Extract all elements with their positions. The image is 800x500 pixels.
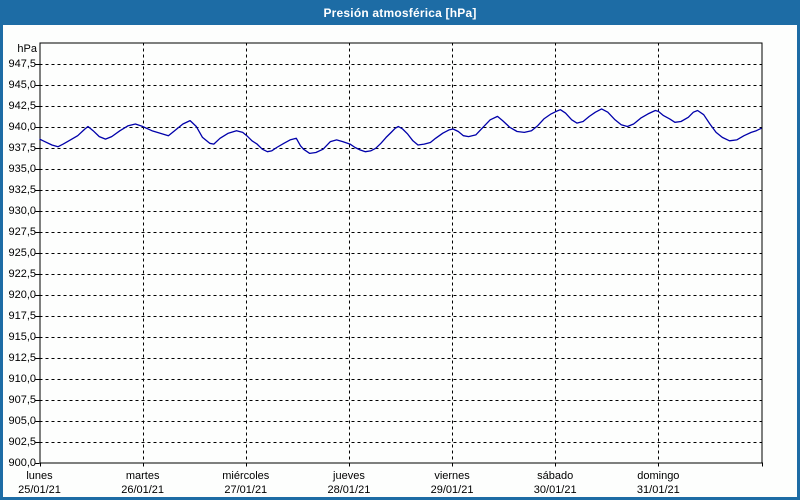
y-tick-label: 920,0 bbox=[8, 288, 36, 301]
y-tick-label: 930,0 bbox=[8, 204, 36, 217]
day-date: 25/01/21 bbox=[18, 483, 61, 496]
y-axis-unit-label: hPa bbox=[17, 43, 37, 55]
y-tick-label: 940,0 bbox=[8, 120, 36, 133]
x-day-label: domingo 31/01/21 bbox=[603, 469, 713, 497]
y-tick-label: 910,0 bbox=[8, 372, 36, 385]
day-name: sábado bbox=[537, 469, 574, 482]
y-tick-label: 917,5 bbox=[8, 309, 36, 322]
x-day-label: miércoles 27/01/21 bbox=[191, 469, 301, 497]
day-date: 31/01/21 bbox=[636, 483, 680, 496]
y-tick-label: 927,5 bbox=[8, 225, 36, 238]
day-name: domingo bbox=[637, 469, 680, 482]
day-name: viernes bbox=[434, 469, 470, 482]
y-tick-label: 947,5 bbox=[8, 57, 36, 70]
day-name: martes bbox=[125, 469, 160, 482]
title-bar: Presión atmosférica [hPa] bbox=[0, 0, 800, 25]
y-tick-label: 900,0 bbox=[8, 456, 36, 469]
y-tick-label: 912,5 bbox=[8, 351, 36, 364]
y-tick-label: 937,5 bbox=[8, 141, 36, 154]
y-tick-label: 902,5 bbox=[8, 435, 36, 448]
plot-border bbox=[39, 42, 763, 464]
pressure-line bbox=[39, 108, 762, 155]
day-name: lunes bbox=[26, 469, 53, 482]
pressure-plot bbox=[35, 42, 763, 467]
x-day-label: jueves 28/01/21 bbox=[294, 469, 404, 497]
y-tick-label: 942,5 bbox=[8, 99, 36, 112]
y-tick-label: 907,5 bbox=[8, 393, 36, 406]
day-date: 27/01/21 bbox=[224, 483, 268, 496]
window-title: Presión atmosférica [hPa] bbox=[323, 5, 477, 20]
x-day-label: viernes 29/01/21 bbox=[397, 469, 507, 497]
y-tick-label: 935,0 bbox=[8, 162, 36, 175]
day-name: jueves bbox=[333, 469, 365, 482]
y-tick-label: 925,0 bbox=[8, 246, 36, 259]
day-date: 29/01/21 bbox=[430, 483, 474, 496]
chart-container: hPa 947,5 945,0 942,5 940,0 937,5 935,0 932,5 9… bbox=[0, 25, 800, 500]
x-day-label: martes 26/01/21 bbox=[88, 469, 198, 497]
y-tick-label: 922,5 bbox=[8, 267, 36, 280]
x-day-label: lunes 25/01/21 bbox=[0, 469, 95, 497]
y-tick-label: 932,5 bbox=[8, 183, 36, 196]
x-day-label: sábado 30/01/21 bbox=[500, 469, 610, 497]
day-name: miércoles bbox=[222, 469, 270, 482]
day-date: 28/01/21 bbox=[327, 483, 371, 496]
y-tick-label: 915,0 bbox=[8, 330, 36, 343]
day-date: 30/01/21 bbox=[533, 483, 577, 496]
y-tick-label: 945,0 bbox=[8, 78, 36, 91]
day-date: 26/01/21 bbox=[121, 483, 165, 496]
y-tick-label: 905,0 bbox=[8, 414, 36, 427]
